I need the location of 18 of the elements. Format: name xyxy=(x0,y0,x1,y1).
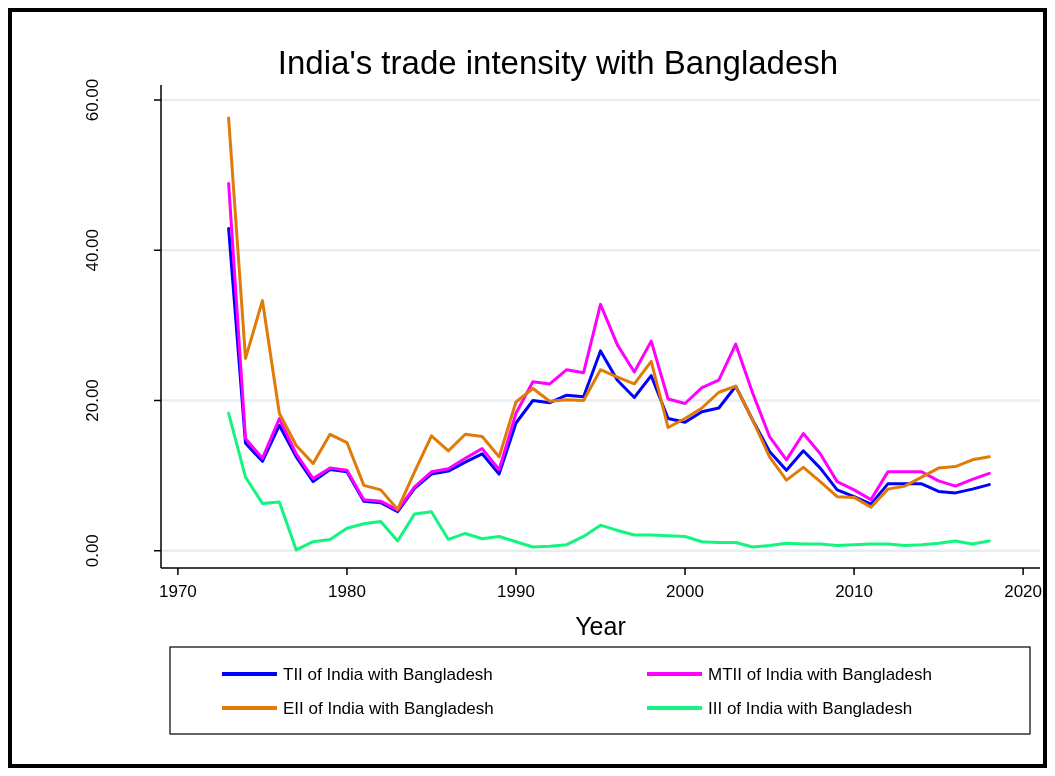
y-tick-label: 0.00 xyxy=(83,534,102,568)
x-tick-label: 2010 xyxy=(835,582,873,601)
legend-label: EII of India with Bangladesh xyxy=(283,699,494,718)
x-tick-label: 1990 xyxy=(497,582,535,601)
y-tick-label: 40.00 xyxy=(83,228,102,272)
x-tick-label: 2000 xyxy=(666,582,704,601)
legend-label: MTII of India with Bangladesh xyxy=(708,665,932,684)
y-tick-label: 60.00 xyxy=(83,78,102,122)
y-tick-label: 20.00 xyxy=(83,379,102,422)
legend-label: III of India with Bangladesh xyxy=(708,699,913,718)
x-tick-label: 2020 xyxy=(1004,582,1043,601)
chart-title: India's trade intensity with Bangladesh xyxy=(277,44,839,81)
x-axis-title: Year xyxy=(575,612,626,640)
legend-label: TII of India with Bangladesh xyxy=(283,665,493,684)
line-series xyxy=(227,411,991,552)
line-series xyxy=(227,116,991,511)
x-tick-label: 1980 xyxy=(328,582,366,601)
x-tick-label: 1970 xyxy=(158,582,197,601)
